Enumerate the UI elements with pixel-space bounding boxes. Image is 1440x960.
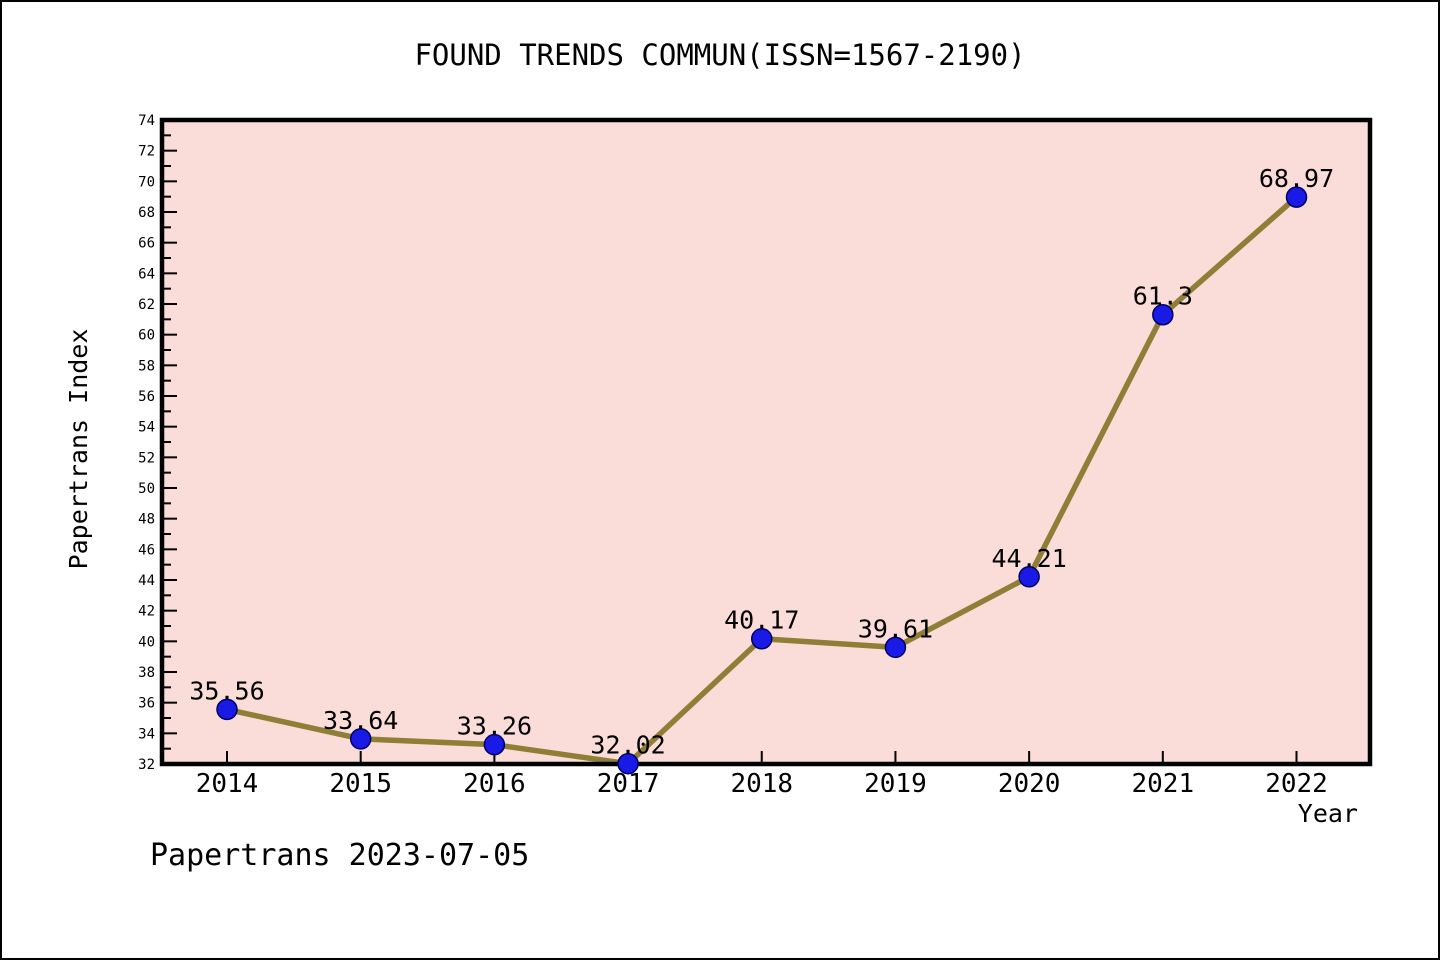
data-point [216, 698, 238, 721]
point-label: 61.3 [1133, 282, 1193, 311]
y-tick-label: 66 [138, 236, 155, 252]
y-tick-label: 52 [138, 450, 155, 466]
plot-area [162, 120, 1370, 764]
y-tick-label: 54 [138, 420, 155, 436]
y-tick-label: 32 [138, 757, 155, 773]
point-label: 44.21 [991, 544, 1066, 573]
y-tick-label: 62 [138, 297, 155, 313]
y-tick-label: 68 [138, 205, 155, 221]
data-point [751, 627, 773, 650]
data-point [617, 752, 639, 775]
y-tick-label: 50 [138, 481, 155, 497]
data-point [349, 728, 372, 750]
footer-text: Papertrans 2023-07-05 [150, 838, 530, 873]
y-tick-label: 46 [138, 542, 155, 558]
data-point [1152, 303, 1174, 326]
y-tick-label: 42 [138, 604, 155, 620]
y-tick-label: 58 [138, 358, 155, 374]
point-label: 32.02 [590, 731, 665, 760]
x-tick-label: 2015 [329, 769, 392, 799]
y-tick-label: 44 [138, 573, 155, 589]
y-tick-label: 34 [138, 726, 155, 742]
y-tick-label: 72 [138, 144, 155, 160]
point-label: 68.97 [1259, 164, 1334, 193]
x-tick-label: 2016 [463, 769, 526, 799]
point-label: 33.26 [457, 712, 532, 741]
y-tick-label: 38 [138, 665, 155, 681]
data-point [1285, 186, 1308, 208]
y-tick-label: 40 [138, 634, 155, 650]
point-label: 39.61 [858, 614, 933, 643]
x-tick-label: 2022 [1265, 769, 1328, 799]
y-tick-label: 36 [138, 696, 155, 712]
x-tick-label: 2020 [998, 769, 1061, 799]
data-point [483, 733, 506, 756]
x-tick-label: 2014 [196, 769, 259, 799]
data-point [1018, 566, 1040, 588]
x-tick-label: 2021 [1132, 769, 1195, 799]
y-tick-label: 56 [138, 389, 155, 405]
chart-title: FOUND TRENDS COMMUN(ISSN=1567-2190) [414, 38, 1026, 72]
x-tick-label: 2018 [730, 769, 793, 799]
y-tick-label: 70 [138, 174, 155, 190]
point-label: 40.17 [724, 606, 799, 635]
y-tick-label: 48 [138, 512, 155, 528]
y-tick-label: 74 [138, 113, 155, 129]
point-label: 35.56 [189, 676, 264, 705]
point-label: 33.64 [323, 706, 398, 735]
x-tick-label: 2019 [864, 769, 927, 799]
data-point [884, 636, 907, 659]
y-tick-label: 64 [138, 266, 155, 282]
x-axis-title: Year [1297, 799, 1358, 828]
axes-border [159, 117, 1373, 767]
y-tick-label: 60 [138, 328, 155, 344]
